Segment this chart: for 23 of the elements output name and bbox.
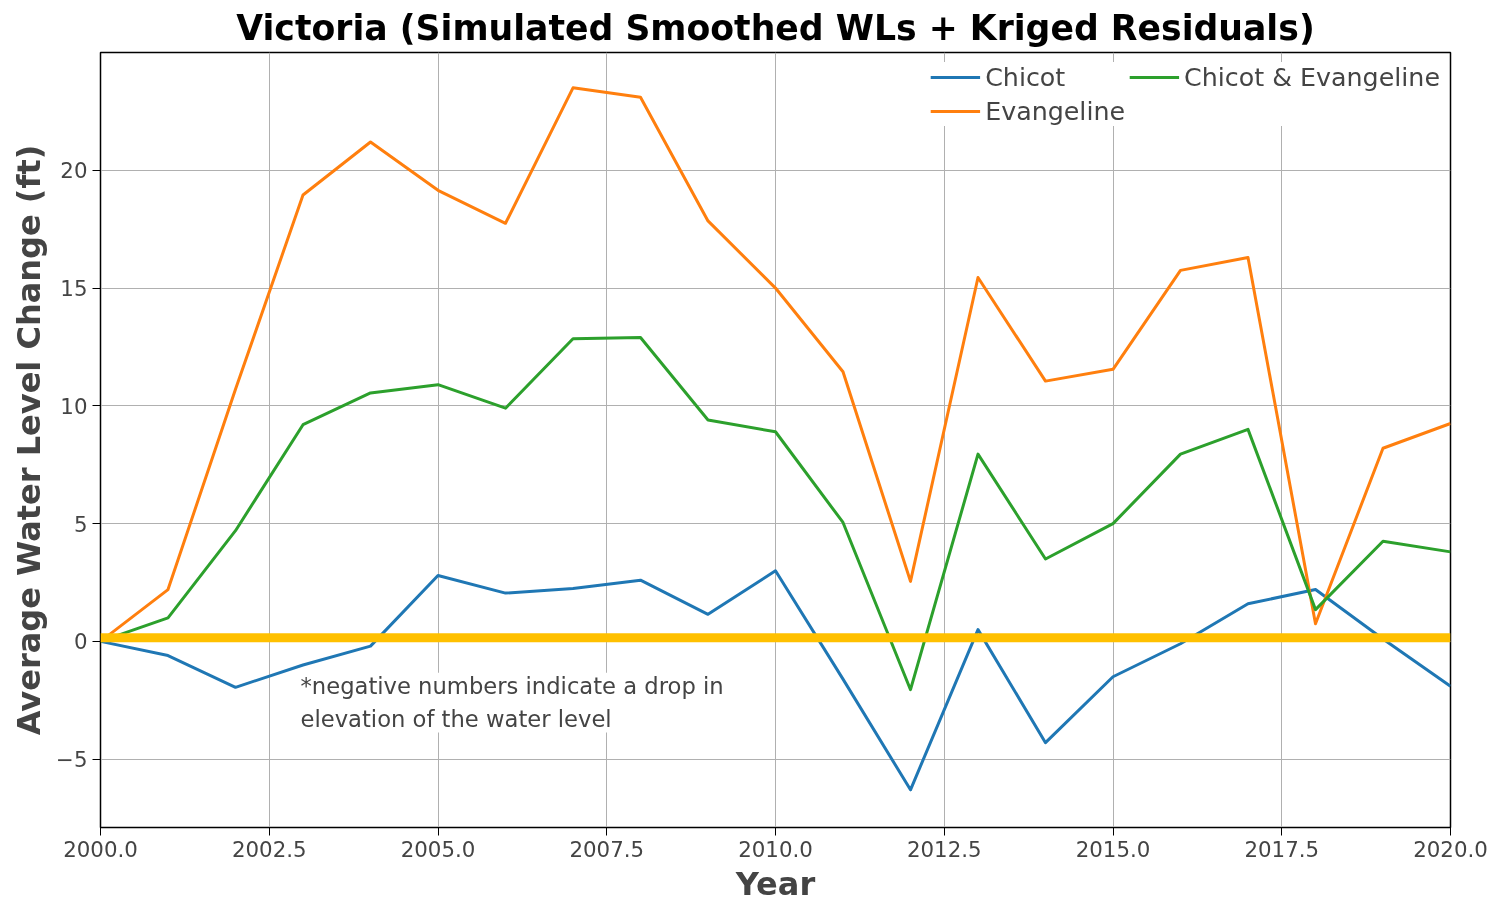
x-tick-label: 2005.0 [400, 836, 476, 862]
line-series [100, 569, 1451, 792]
x-tick-label: 2012.5 [906, 836, 982, 862]
legend-label: Chicot & Evangeline [1184, 62, 1440, 92]
x-tick-label: 2017.5 [1244, 836, 1320, 862]
legend-label: Evangeline [985, 96, 1126, 126]
x-tick-label: 2007.5 [569, 836, 645, 862]
x-axis-title: Year [734, 864, 816, 903]
y-tick-label: −5 [56, 747, 88, 773]
x-tick-label: 2002.5 [231, 836, 307, 862]
chart-title: Victoria (Simulated Smoothed WLs + Kriged Residuals) [236, 7, 1315, 48]
legend-label: Chicot [985, 62, 1066, 92]
x-tick-label: 2010.0 [738, 836, 813, 862]
annotation: *negative numbers indicate a drop in elevation of the water level [300, 672, 724, 733]
y-tick-label: 0 [73, 629, 88, 655]
x-tick-label: 2020.0 [1413, 836, 1488, 862]
x-tick-label: 2000.0 [63, 836, 138, 862]
y-axis-title: Average Water Level Change (ft) [10, 144, 49, 736]
y-tick-label: 20 [60, 158, 88, 184]
y-tick-label: 10 [60, 393, 88, 419]
x-tick-label: 2015.0 [1075, 836, 1151, 862]
y-tick-label: 15 [60, 276, 88, 302]
y-tick-label: 5 [73, 511, 88, 537]
